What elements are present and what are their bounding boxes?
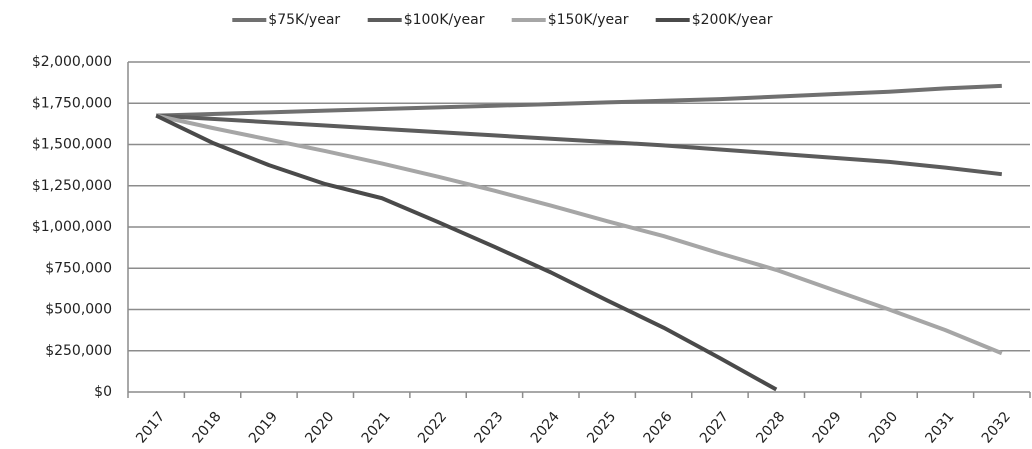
series-line <box>156 113 1003 177</box>
x-tick-label: 2027 <box>697 409 732 447</box>
x-tick-label: 2030 <box>866 409 901 447</box>
legend-label: $100K/year <box>404 12 485 28</box>
series-line <box>155 113 1003 356</box>
series-line <box>156 83 1002 118</box>
series-line <box>155 113 778 392</box>
y-tick-label: $1,750,000 <box>32 95 112 111</box>
y-tick-label: $0 <box>94 384 112 400</box>
y-tick-label: $250,000 <box>45 343 112 359</box>
x-tick-label: 2024 <box>528 409 563 447</box>
x-tick-label: 2032 <box>979 409 1014 447</box>
x-tick-label: 2022 <box>415 409 450 447</box>
y-tick-label: $1,000,000 <box>32 219 112 235</box>
x-tick-label: 2031 <box>922 409 957 447</box>
x-tick-label: 2020 <box>302 409 337 447</box>
x-tick-label: 2021 <box>359 409 394 447</box>
legend-label: $200K/year <box>692 12 773 28</box>
x-tick-label: 2025 <box>584 409 619 447</box>
legend-label: $75K/year <box>268 12 340 28</box>
x-tick-label: 2028 <box>753 409 788 447</box>
x-tick-label: 2017 <box>133 409 168 447</box>
y-tick-label: $2,000,000 <box>32 54 112 70</box>
y-tick-label: $1,250,000 <box>32 178 112 194</box>
x-tick-label: 2026 <box>641 409 676 447</box>
x-tick-label: 2029 <box>810 409 845 447</box>
x-tick-label: 2018 <box>190 409 225 447</box>
y-tick-label: $750,000 <box>45 260 112 276</box>
x-tick-label: 2023 <box>471 409 506 447</box>
y-tick-label: $500,000 <box>45 302 112 318</box>
x-tick-label: 2019 <box>246 409 281 447</box>
legend-label: $150K/year <box>548 12 629 28</box>
y-tick-label: $1,500,000 <box>32 137 112 153</box>
